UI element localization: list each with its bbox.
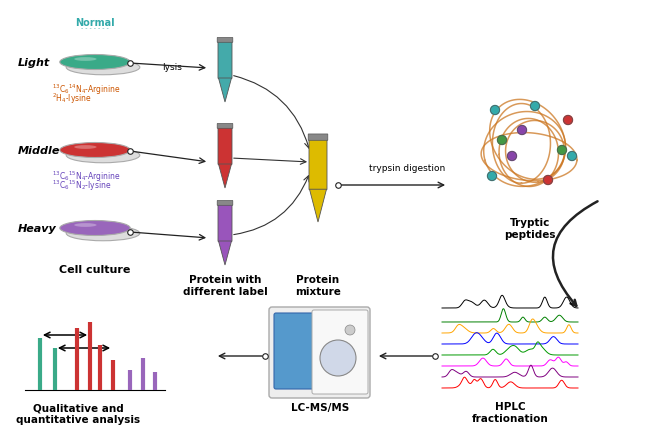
Text: $^{2}$H$_4$-lysine: $^{2}$H$_4$-lysine [52,92,92,106]
FancyBboxPatch shape [217,201,233,205]
FancyBboxPatch shape [217,37,233,42]
Circle shape [491,106,500,115]
Text: lysis: lysis [162,64,182,72]
Circle shape [345,325,355,335]
FancyBboxPatch shape [274,313,316,389]
Ellipse shape [74,145,97,149]
Polygon shape [219,78,232,102]
Circle shape [487,171,496,181]
Circle shape [567,151,576,160]
FancyBboxPatch shape [309,140,327,190]
FancyBboxPatch shape [312,310,368,394]
FancyBboxPatch shape [308,134,328,140]
FancyBboxPatch shape [218,204,232,242]
Circle shape [517,126,526,134]
Circle shape [543,176,552,184]
Text: Protein with
different label: Protein with different label [182,275,267,296]
FancyBboxPatch shape [217,123,233,128]
Text: Middle: Middle [18,146,60,156]
Text: Normal: Normal [75,18,115,28]
Circle shape [498,136,506,144]
Text: Protein
mixture: Protein mixture [295,275,341,296]
Circle shape [320,340,356,376]
FancyBboxPatch shape [218,41,232,78]
Circle shape [508,151,517,160]
Text: $^{13}$C$_6$$^{14}$N$_4$-Arginine: $^{13}$C$_6$$^{14}$N$_4$-Arginine [52,83,121,97]
Text: Light: Light [18,58,50,68]
Text: Tryptic
peptides: Tryptic peptides [504,218,556,240]
Ellipse shape [66,60,140,75]
Circle shape [563,116,572,125]
Ellipse shape [60,54,130,69]
Ellipse shape [74,57,97,61]
Circle shape [530,102,539,110]
Circle shape [557,146,567,154]
Text: Cell culture: Cell culture [59,265,130,275]
Text: trypsin digestion: trypsin digestion [369,164,445,173]
Polygon shape [310,189,326,222]
Text: $^{13}$C$_6$$^{15}$N$_2$-lysine: $^{13}$C$_6$$^{15}$N$_2$-lysine [52,179,112,194]
Text: HPLC
fractionation: HPLC fractionation [472,402,548,424]
Ellipse shape [60,143,130,157]
FancyBboxPatch shape [269,307,370,398]
Ellipse shape [66,226,140,241]
Text: LC-MS/MS: LC-MS/MS [291,403,349,413]
Text: Qualitative and
quantitative analysis: Qualitative and quantitative analysis [16,403,140,425]
FancyBboxPatch shape [218,127,232,164]
Polygon shape [219,164,232,188]
Ellipse shape [60,221,130,235]
Ellipse shape [74,223,97,227]
Text: Heavy: Heavy [18,224,56,234]
Ellipse shape [66,148,140,163]
Polygon shape [219,241,232,265]
Text: $^{13}$C$_6$$^{15}$N$_4$-Arginine: $^{13}$C$_6$$^{15}$N$_4$-Arginine [52,170,121,184]
Text: - - - - - - -: - - - - - - - [81,26,109,31]
